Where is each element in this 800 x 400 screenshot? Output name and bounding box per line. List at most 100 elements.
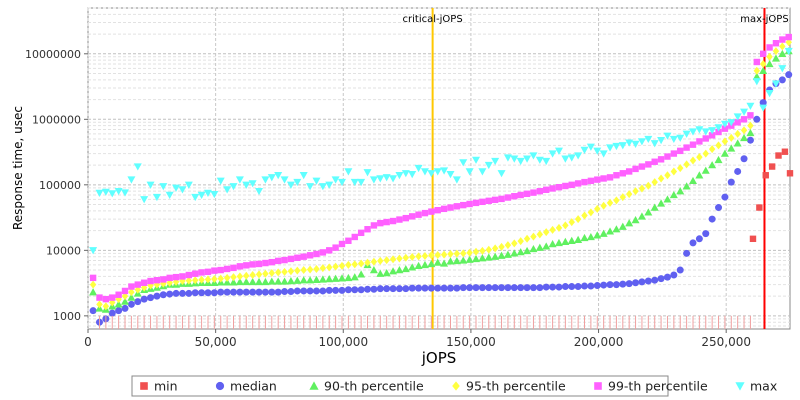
point-99-th-percentile (581, 178, 588, 186)
point-max (325, 181, 334, 189)
point-95-th-percentile (102, 302, 110, 311)
point-90-th-percentile (631, 216, 640, 224)
point-99-th-percentile (192, 270, 199, 277)
point-median (268, 288, 276, 296)
point-median (549, 283, 557, 291)
legend-marker-95-th-percentile (452, 381, 460, 391)
point-99-th-percentile (568, 181, 575, 189)
legend-marker-99-th-percentile (594, 382, 602, 390)
point-median (523, 284, 531, 292)
point-median (325, 286, 333, 294)
point-99-th-percentile (606, 174, 614, 181)
legend-label-min: min (154, 379, 178, 394)
point-max (382, 174, 391, 182)
point-median (319, 287, 327, 295)
point-95-th-percentile (370, 257, 378, 266)
point-median (242, 288, 250, 296)
point-max (720, 120, 729, 128)
point-99-th-percentile (421, 209, 429, 217)
point-95-th-percentile (613, 196, 620, 205)
legend-label-90-th-percentile: 90-th percentile (324, 379, 424, 394)
point-90-th-percentile (618, 222, 627, 230)
point-99-th-percentile (415, 211, 422, 218)
point-max (523, 155, 532, 163)
point-max (293, 178, 302, 187)
point-95-th-percentile (319, 264, 327, 273)
point-95-th-percentile (96, 300, 103, 309)
point-90-th-percentile (357, 270, 366, 278)
point-95-th-percentile (326, 263, 333, 272)
point-max (216, 177, 225, 185)
point-90-th-percentile (746, 128, 755, 137)
point-95-th-percentile (549, 225, 556, 234)
point-median (689, 239, 697, 247)
point-max (561, 155, 570, 163)
x-tick-label: 50,000 (195, 335, 237, 349)
point-max (261, 176, 270, 184)
point-95-th-percentile (753, 66, 761, 75)
point-95-th-percentile (255, 270, 263, 279)
point-99-th-percentile (262, 259, 269, 267)
point-max (101, 188, 110, 196)
point-99-th-percentile (230, 264, 237, 272)
point-99-th-percentile (102, 295, 110, 303)
point-99-th-percentile (268, 258, 275, 266)
x-tick-label: 250,000 (701, 335, 751, 349)
point-95-th-percentile (530, 232, 537, 241)
point-99-th-percentile (223, 265, 231, 273)
point-99-th-percentile (389, 217, 397, 225)
point-99-th-percentile (523, 190, 531, 197)
point-min (775, 152, 782, 159)
point-95-th-percentile (185, 276, 193, 285)
point-median (185, 289, 193, 297)
point-median (517, 284, 525, 292)
point-max (727, 119, 736, 127)
point-median (632, 279, 640, 287)
point-99-th-percentile (708, 132, 716, 139)
point-max (184, 181, 193, 189)
point-max (752, 78, 761, 86)
point-90-th-percentile (440, 259, 449, 267)
point-99-th-percentile (408, 213, 416, 220)
point-median (370, 285, 378, 293)
y-tick-label: 1000000 (32, 113, 81, 126)
point-max (235, 176, 244, 184)
point-max (344, 168, 353, 176)
point-99-th-percentile (274, 257, 282, 265)
point-90-th-percentile (637, 212, 646, 220)
point-90-th-percentile (695, 171, 704, 179)
point-90-th-percentile (593, 231, 602, 239)
point-median (159, 291, 167, 299)
y-tick-label: 10000 (46, 244, 81, 257)
legend-box (131, 375, 669, 397)
point-90-th-percentile (389, 267, 398, 275)
point-max (133, 163, 142, 171)
point-99-th-percentile (249, 261, 256, 268)
legend-marker-90-th-percentile (309, 381, 319, 390)
point-median (217, 288, 225, 296)
point-90-th-percentile (682, 182, 691, 190)
point-median (306, 287, 314, 295)
point-95-th-percentile (268, 269, 275, 278)
point-95-th-percentile (460, 249, 467, 258)
point-95-th-percentile (574, 215, 582, 224)
point-99-th-percentile (345, 237, 352, 244)
point-99-th-percentile (153, 277, 161, 284)
point-95-th-percentile (581, 211, 588, 220)
point-max (657, 136, 666, 145)
point-99-th-percentile (440, 205, 448, 213)
point-99-th-percentile (747, 112, 754, 119)
point-90-th-percentile (669, 190, 678, 199)
point-median (402, 285, 410, 293)
point-median (536, 284, 544, 292)
point-median (172, 289, 180, 297)
x-tick-label: 150,000 (446, 335, 496, 349)
point-90-th-percentile (529, 244, 538, 253)
point-99-th-percentile (677, 147, 684, 155)
point-99-th-percentile (530, 189, 537, 196)
point-median (89, 307, 97, 315)
point-max (574, 152, 583, 160)
point-max (350, 178, 359, 187)
point-95-th-percentile (249, 271, 256, 280)
point-95-th-percentile (747, 121, 754, 130)
